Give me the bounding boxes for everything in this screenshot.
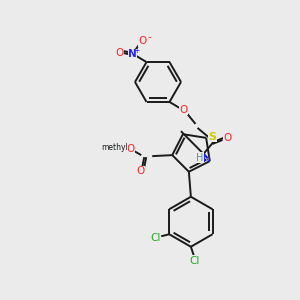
Text: O: O	[224, 133, 232, 143]
Text: -: -	[148, 32, 151, 42]
Text: S: S	[208, 132, 216, 142]
Text: methyl: methyl	[101, 142, 128, 152]
Text: H: H	[196, 153, 203, 163]
Text: N: N	[128, 49, 137, 59]
Text: Cl: Cl	[190, 256, 200, 266]
Text: methyl: methyl	[99, 142, 126, 152]
Text: +: +	[133, 46, 140, 55]
Text: N: N	[202, 154, 210, 164]
Text: Cl: Cl	[150, 233, 160, 243]
Text: O: O	[126, 144, 134, 154]
Text: O: O	[116, 48, 124, 58]
Text: O: O	[179, 105, 188, 115]
Text: O: O	[136, 166, 144, 176]
Text: O: O	[138, 36, 147, 46]
